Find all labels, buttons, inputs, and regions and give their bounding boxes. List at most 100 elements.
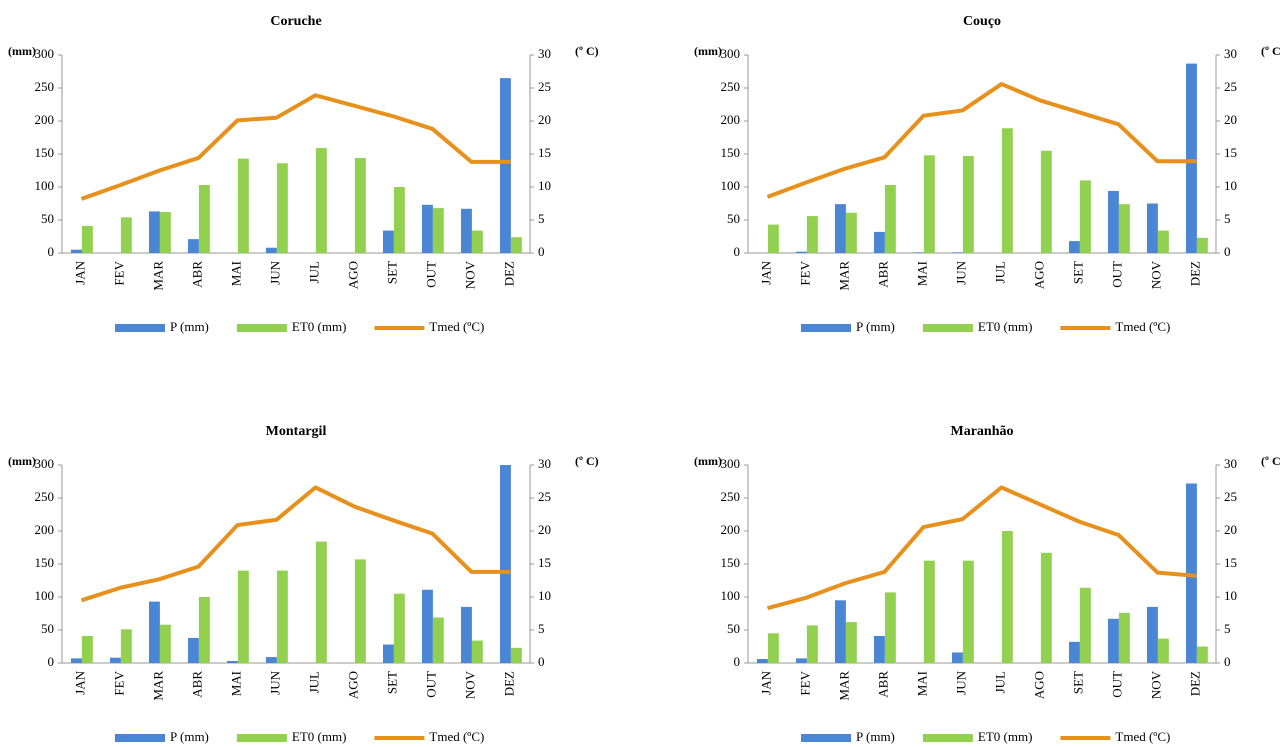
- x-tick-label: DEZ: [501, 671, 516, 696]
- x-tick-label: MAR: [150, 261, 165, 291]
- x-tick-label: OUT: [1109, 261, 1124, 288]
- x-tick-label: AGO: [1031, 671, 1046, 699]
- bar: [962, 155, 974, 253]
- y2-tick-label: 20: [538, 112, 551, 127]
- bar: [795, 658, 807, 663]
- legend-label: P (mm): [856, 319, 895, 334]
- y-tick-label: 300: [721, 456, 741, 471]
- legend-label: P (mm): [170, 319, 209, 334]
- bar: [1157, 230, 1169, 253]
- y-tick-label: 50: [41, 621, 54, 636]
- x-tick-label: DEZ: [1187, 671, 1202, 696]
- y2-tick-label: 10: [1224, 588, 1237, 603]
- x-tick-label: SET: [384, 261, 399, 284]
- bar: [1157, 638, 1169, 663]
- x-tick-label: MAR: [150, 671, 165, 701]
- y-tick-label: 0: [734, 244, 741, 259]
- bar: [315, 541, 327, 663]
- chart-title: Couço: [963, 14, 1001, 29]
- chart-title: Maranhão: [951, 424, 1014, 439]
- y2-tick-label: 15: [1224, 145, 1237, 160]
- y-tick-label: 50: [727, 621, 740, 636]
- x-tick-label: AGO: [345, 671, 360, 699]
- bar: [354, 157, 366, 253]
- x-tick-label: FEV: [797, 260, 812, 285]
- x-tick-label: ABR: [189, 261, 204, 288]
- bar: [421, 589, 433, 663]
- bar: [1068, 241, 1080, 253]
- y-tick-label: 0: [48, 654, 55, 669]
- bar: [767, 224, 779, 253]
- x-tick-label: NOV: [1148, 670, 1163, 699]
- x-tick-label: OUT: [423, 261, 438, 288]
- x-tick-label: JUL: [992, 261, 1007, 283]
- y-tick-label: 300: [721, 46, 741, 61]
- y2-tick-label: 30: [1224, 46, 1237, 61]
- y-tick-label: 150: [721, 555, 741, 570]
- y-tick-label: 200: [721, 522, 741, 537]
- bar: [421, 204, 433, 253]
- bar: [1185, 483, 1197, 663]
- legend-swatch: [922, 324, 973, 332]
- y-tick-label: 100: [721, 178, 741, 193]
- x-tick-label: AGO: [345, 261, 360, 289]
- bar: [1118, 612, 1130, 663]
- bar: [471, 230, 483, 253]
- x-tick-label: SET: [384, 671, 399, 694]
- bar: [393, 187, 405, 253]
- bar: [1107, 618, 1119, 663]
- bar: [460, 208, 472, 253]
- x-tick-label: FEV: [797, 670, 812, 695]
- legend-label: Tmed (ºC): [429, 319, 484, 334]
- legend-label: P (mm): [170, 729, 209, 744]
- y-tick-label: 250: [721, 489, 741, 504]
- x-tick-label: JAN: [72, 260, 87, 284]
- bar: [382, 230, 394, 253]
- x-tick-label: JAN: [758, 670, 773, 694]
- bar: [845, 622, 857, 663]
- bar: [471, 640, 483, 663]
- x-tick-label: SET: [1070, 671, 1085, 694]
- bar: [795, 251, 807, 253]
- y2-tick-label: 0: [1224, 654, 1231, 669]
- bar: [1001, 531, 1013, 663]
- y-tick-label: 50: [727, 211, 740, 226]
- y2-axis-label: (º C): [1261, 454, 1280, 468]
- bar: [1196, 237, 1208, 253]
- x-tick-label: MAR: [836, 671, 851, 701]
- x-tick-label: JUN: [953, 260, 968, 284]
- bar: [393, 593, 405, 663]
- bar: [1146, 203, 1158, 253]
- y2-tick-label: 10: [538, 588, 551, 603]
- x-tick-label: DEZ: [1187, 261, 1202, 286]
- legend-swatch: [115, 734, 165, 742]
- x-tick-label: OUT: [1109, 671, 1124, 698]
- bar: [187, 239, 199, 253]
- bar: [354, 559, 366, 663]
- line: [766, 82, 1197, 199]
- chart-title: Coruche: [270, 14, 321, 29]
- y-axis-label: (mm): [694, 44, 722, 58]
- y2-axis-label: (º C): [575, 454, 599, 468]
- line: [80, 485, 511, 603]
- bar: [226, 661, 238, 663]
- x-tick-label: JAN: [758, 260, 773, 284]
- bar: [884, 592, 896, 663]
- legend-swatch: [922, 734, 973, 742]
- bar: [70, 249, 82, 253]
- y2-tick-label: 0: [538, 244, 545, 259]
- x-tick-label: JUL: [992, 671, 1007, 693]
- y2-tick-label: 20: [1224, 112, 1237, 127]
- bar: [159, 212, 171, 253]
- y2-tick-label: 0: [538, 654, 545, 669]
- y-tick-label: 150: [35, 145, 55, 160]
- legend-swatch: [801, 734, 851, 742]
- y2-tick-label: 5: [1224, 211, 1231, 226]
- y-axis-label: (mm): [694, 454, 722, 468]
- bar: [951, 252, 963, 253]
- x-tick-label: AGO: [1031, 261, 1046, 289]
- y2-tick-label: 15: [538, 555, 551, 570]
- x-tick-label: MAI: [228, 671, 243, 696]
- y2-tick-label: 30: [538, 456, 551, 471]
